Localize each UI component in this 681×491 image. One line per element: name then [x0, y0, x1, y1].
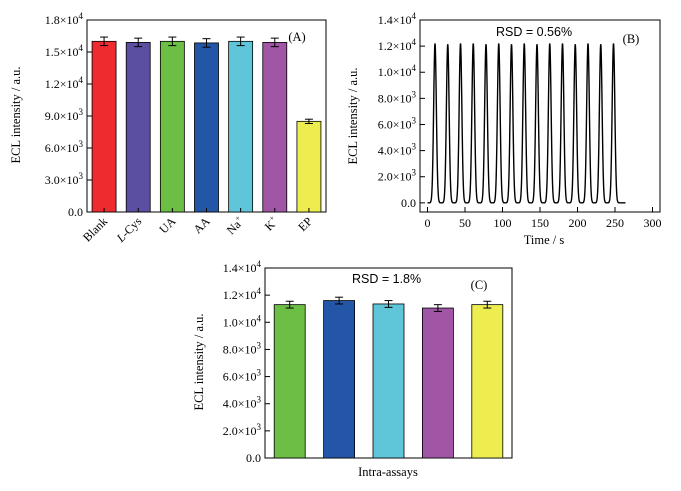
panel-c-y-tick-label: 6.0×103: [223, 368, 262, 384]
panel-a-y-ticks: 0.0 3.0×103 6.0×103 9.0×103 1.2×104 1.5×104 1.…: [45, 11, 92, 219]
panel-a-bar: [194, 42, 219, 213]
panel-c-tag: (C): [471, 278, 488, 292]
panel-a-error-bar: [304, 118, 313, 124]
panel-c-error-bar: [384, 300, 393, 308]
panel-c-y-tick-label: 1.4×104: [223, 259, 262, 275]
panel-c-error-bar: [335, 296, 344, 305]
panel-a-y-tick-label: 9.0×103: [45, 107, 84, 123]
panel-b-tag: (B): [623, 32, 640, 46]
panel-c-y-tick-label: 8.0×103: [223, 340, 262, 356]
panel-c-bar: [323, 300, 356, 459]
panel-b-y-tick-label: 8.0×103: [378, 89, 417, 105]
panel-b-x-tick-label: 0: [425, 216, 431, 230]
panel-c-bar: [372, 303, 405, 459]
panel-b-y-tick-label: 6.0×103: [378, 115, 417, 131]
panel-b-y-tick-label: 1.4×104: [378, 11, 417, 27]
panel-c-y-tick-label: 1.0×104: [223, 313, 262, 329]
panel-c-y-tick-label: 1.2×104: [223, 286, 262, 302]
panel-a-error-bar: [202, 38, 211, 48]
panel-a-x-tick-label: Blank: [80, 214, 110, 244]
panel-a-y-tick-label: 1.8×104: [45, 11, 84, 27]
panel-c-bar: [471, 304, 504, 459]
panel-a-x-tick-label: EP: [295, 214, 315, 234]
panel-b-y-tick-label: 4.0×103: [378, 142, 417, 158]
panel-c-x-axis-title: Intra-assays: [358, 465, 418, 479]
panel-b-y-tick-label: 1.2×104: [378, 37, 417, 53]
panel-a-x-ticks: Blank L-Cys UA AA Na+ K+ EP: [80, 208, 315, 246]
panel-b-series-line: [427, 43, 626, 204]
panel-c-rsd-annotation: RSD = 1.8%: [352, 272, 421, 286]
panel-a: ECL intensity / a.u. 0.0 3.0×103 6.0×103 9.…: [9, 11, 327, 246]
panel-b-x-tick-label: 50: [459, 216, 471, 230]
panel-b-x-tick-label: 100: [494, 216, 512, 230]
panel-a-y-axis-title: ECL intensity / a.u.: [9, 66, 23, 163]
panel-a-x-tick-label: UA: [156, 214, 178, 236]
panel-a-x-tick-label: Na+: [223, 213, 247, 237]
panel-a-bar: [125, 42, 151, 213]
panel-c-error-bar: [285, 300, 294, 309]
panel-a-error-bar: [168, 36, 177, 47]
panel-a-y-tick-label: 6.0×103: [45, 139, 84, 155]
panel-a-y-tick-label: 3.0×103: [45, 171, 84, 187]
panel-c-y-tick-label: 0.0: [246, 451, 261, 465]
panel-a-x-tick-label: AA: [190, 214, 212, 236]
panel-b-x-tick-label: 150: [531, 216, 549, 230]
panel-c-y-tick-label: 2.0×103: [223, 422, 262, 438]
panel-a-y-tick-label: 1.5×104: [45, 43, 84, 59]
panel-b-x-ticks: 0 50 100 150 200 250 300: [425, 207, 662, 230]
panel-a-error-bar: [134, 37, 143, 48]
panel-c-y-ticks: 0.0 2.0×103 4.0×103 6.0×103 8.0×103 1.0×104 1.…: [223, 259, 270, 465]
panel-c-error-bar: [433, 304, 442, 312]
panel-c-y-axis-title: ECL intensity / a.u.: [192, 313, 206, 410]
panel-c-bar: [421, 307, 454, 459]
panel-b-x-tick-label: 250: [606, 216, 624, 230]
panel-a-bar: [91, 40, 117, 213]
panel-b-x-axis-title: Time / s: [524, 233, 565, 247]
panel-a-y-tick-label: 1.2×104: [45, 75, 84, 91]
panel-a-bar: [296, 120, 322, 213]
panel-c-bar: [273, 304, 306, 459]
panel-a-x-tick-label: L-Cys: [113, 214, 145, 246]
panel-a-x-tick-label: K+: [261, 213, 281, 233]
panel-c: ECL intensity / a.u. 0.0 2.0×103 4.0×103 6.…: [192, 259, 513, 479]
panel-a-bar: [159, 40, 185, 213]
panel-b: ECL intensity / a.u. 0.0 2.0×103 4.0×103 6.…: [346, 11, 662, 247]
panel-a-bar: [262, 42, 288, 213]
panel-a-error-bar: [270, 37, 279, 48]
panel-b-rsd-annotation: RSD = 0.56%: [496, 25, 572, 39]
panel-a-bar: [228, 40, 254, 213]
panel-c-y-tick-label: 4.0×103: [223, 395, 262, 411]
panel-a-y-tick-label: 0.0: [68, 205, 83, 219]
panel-a-bars: [91, 36, 322, 213]
panel-a-error-bar: [100, 36, 109, 47]
panel-a-error-bar: [236, 36, 245, 47]
panel-b-x-tick-label: 300: [644, 216, 662, 230]
panel-b-y-axis-title: ECL intensity / a.u.: [346, 67, 360, 164]
panel-a-tag: (A): [288, 30, 305, 44]
panel-b-y-tick-label: 0.0: [401, 196, 416, 210]
panel-b-x-tick-label: 200: [569, 216, 587, 230]
panel-c-error-bar: [483, 300, 492, 309]
panel-c-bars: [273, 296, 504, 459]
panel-b-y-tick-label: 2.0×103: [378, 168, 417, 184]
panel-b-y-tick-label: 1.0×104: [378, 63, 417, 79]
panel-b-y-ticks: 0.0 2.0×103 4.0×103 6.0×103 8.0×103 1.0×104 1.…: [378, 11, 425, 210]
